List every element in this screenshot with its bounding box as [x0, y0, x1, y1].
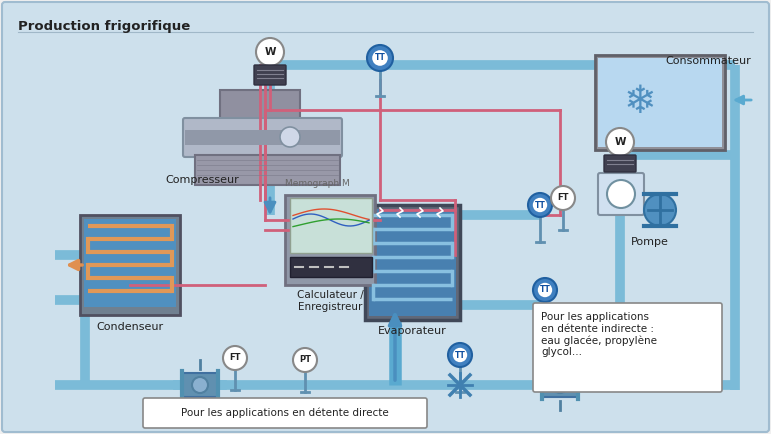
FancyBboxPatch shape: [195, 155, 340, 185]
FancyBboxPatch shape: [369, 209, 456, 316]
Circle shape: [606, 128, 634, 156]
Circle shape: [192, 377, 208, 393]
Text: Condenseur: Condenseur: [96, 322, 163, 332]
FancyBboxPatch shape: [290, 198, 372, 253]
Circle shape: [453, 348, 467, 362]
Circle shape: [533, 278, 557, 302]
Text: Pompe: Pompe: [631, 237, 669, 247]
Text: TT: TT: [540, 286, 550, 295]
FancyBboxPatch shape: [185, 130, 340, 145]
Circle shape: [372, 50, 388, 66]
Circle shape: [280, 127, 300, 147]
FancyBboxPatch shape: [542, 373, 578, 397]
Text: TT: TT: [375, 53, 386, 62]
Circle shape: [644, 194, 676, 226]
Text: Memograph M: Memograph M: [285, 179, 350, 188]
Circle shape: [533, 198, 547, 212]
FancyBboxPatch shape: [598, 173, 644, 215]
Text: PT: PT: [299, 355, 311, 365]
FancyBboxPatch shape: [595, 55, 725, 150]
Text: TT: TT: [455, 351, 466, 359]
FancyBboxPatch shape: [143, 398, 427, 428]
Text: Compresseur: Compresseur: [165, 175, 239, 185]
Circle shape: [552, 377, 568, 393]
FancyBboxPatch shape: [182, 373, 218, 397]
Circle shape: [256, 38, 284, 66]
Circle shape: [448, 343, 472, 367]
FancyBboxPatch shape: [365, 205, 460, 320]
Circle shape: [607, 180, 635, 208]
Circle shape: [293, 348, 317, 372]
FancyBboxPatch shape: [220, 90, 300, 120]
FancyBboxPatch shape: [183, 118, 342, 157]
FancyBboxPatch shape: [598, 58, 722, 147]
Text: Pour les applications en détente directe: Pour les applications en détente directe: [181, 408, 389, 418]
Text: W: W: [264, 47, 276, 57]
Circle shape: [367, 45, 393, 71]
Text: W: W: [614, 137, 626, 147]
Text: Calculateur /
Enregistreur: Calculateur / Enregistreur: [297, 290, 363, 312]
FancyBboxPatch shape: [604, 155, 636, 172]
FancyBboxPatch shape: [84, 219, 176, 307]
Text: Evaporateur: Evaporateur: [378, 326, 446, 336]
FancyBboxPatch shape: [533, 303, 722, 392]
FancyBboxPatch shape: [290, 257, 372, 277]
FancyBboxPatch shape: [254, 65, 286, 85]
FancyBboxPatch shape: [285, 195, 375, 285]
Circle shape: [528, 193, 552, 217]
FancyBboxPatch shape: [80, 215, 180, 315]
Circle shape: [551, 186, 575, 210]
Text: TT: TT: [534, 201, 545, 210]
Text: Consommateur: Consommateur: [665, 56, 751, 66]
Text: FT: FT: [557, 194, 569, 203]
Text: Production frigorifique: Production frigorifique: [18, 20, 190, 33]
Text: FT: FT: [229, 354, 241, 362]
Circle shape: [223, 346, 247, 370]
Text: ❄: ❄: [624, 83, 656, 121]
Text: Pour les applications
en détente indirecte :
eau glacée, propylène
glycol...: Pour les applications en détente indirec…: [541, 312, 657, 358]
Circle shape: [538, 283, 552, 297]
